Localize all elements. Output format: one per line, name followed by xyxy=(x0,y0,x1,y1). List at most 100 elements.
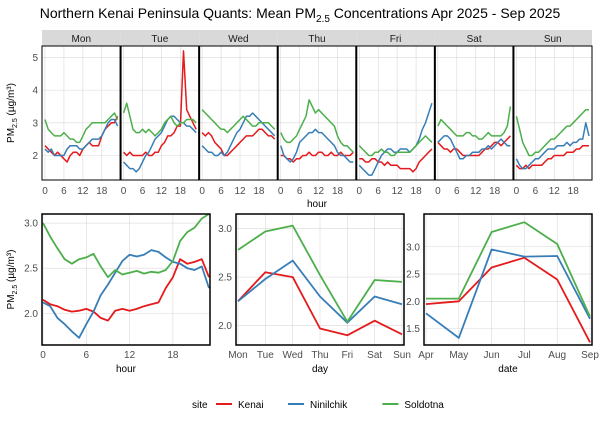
series-line-ninilchik xyxy=(44,118,119,157)
panel-border xyxy=(235,213,405,346)
y-tick-label: 4 xyxy=(32,86,38,97)
y-tick-label: 2.0 xyxy=(218,321,232,332)
series-line-soldotna xyxy=(437,106,512,140)
panel-background xyxy=(42,214,210,345)
series-line-kenai xyxy=(425,256,591,343)
series-line-soldotna xyxy=(515,108,589,157)
x-tick-label: Wed xyxy=(282,350,302,361)
x-tick-label: 18 xyxy=(167,350,179,361)
x-tick-label: 0 xyxy=(40,350,46,361)
chart-panels: Mon 0 6 12 18 Tue 0 6 12 18 Wed 0 6 12 18 Thu 0 6 12 18 Fri 0… xyxy=(6,30,599,375)
series-line-soldotna xyxy=(426,221,591,317)
x-axis-title: date xyxy=(498,364,518,375)
x-tick-label: Sat xyxy=(367,350,382,361)
x-tick-label: 6 xyxy=(140,186,146,197)
facet-label: Mon xyxy=(72,34,91,45)
series-line-soldotna xyxy=(358,135,433,157)
x-tick-label: 0 xyxy=(357,186,363,197)
panel-border xyxy=(423,213,593,346)
series-line-soldotna xyxy=(122,102,197,137)
y-tick-label: 2.0 xyxy=(406,297,420,308)
facet-strip xyxy=(356,30,435,46)
legend-label: Soldotna xyxy=(404,400,444,411)
series-line-kenai xyxy=(280,151,354,163)
y-tick-label: 1.5 xyxy=(406,324,420,335)
y-axis-title: PM2.5 (µg/m³) xyxy=(6,250,19,310)
facet-label: Sun xyxy=(544,34,562,45)
y-tick-label: 3.0 xyxy=(24,219,38,230)
y-tick-label: 5 xyxy=(32,53,38,64)
x-tick-label: 12 xyxy=(313,186,325,197)
x-tick-label: Tue xyxy=(257,350,274,361)
series-line-soldotna xyxy=(44,112,119,144)
facet-label: Fri xyxy=(390,34,402,45)
facet-strip xyxy=(120,30,200,46)
x-tick-label: 18 xyxy=(332,186,344,197)
legend: site Kenai Ninilchik Soldotna xyxy=(192,400,444,411)
x-axis-title: day xyxy=(312,364,328,375)
series-line-ninilchik xyxy=(425,248,591,339)
x-tick-label: 0 xyxy=(278,186,284,197)
facet-strip xyxy=(513,30,592,46)
series-line-soldotna xyxy=(42,213,210,279)
x-tick-label: 6 xyxy=(375,186,381,197)
y-tick-label: 2.0 xyxy=(24,309,38,320)
facet-label: Sat xyxy=(467,34,482,45)
x-tick-label: 18 xyxy=(489,186,501,197)
x-tick-label: 12 xyxy=(234,186,246,197)
y-tick-label: 2.5 xyxy=(218,273,232,284)
x-tick-label: 6 xyxy=(297,186,303,197)
x-tick-label: 6 xyxy=(454,186,460,197)
x-tick-label: 18 xyxy=(175,186,187,197)
x-tick-label: 12 xyxy=(124,350,136,361)
x-tick-label: 0 xyxy=(435,186,441,197)
x-tick-label: 0 xyxy=(121,186,127,197)
x-tick-label: Thu xyxy=(311,350,328,361)
facet-label: Thu xyxy=(308,34,325,45)
y-tick-label: 2.5 xyxy=(406,270,420,281)
facet-label: Wed xyxy=(228,34,248,45)
x-tick-label: 0 xyxy=(514,186,520,197)
x-tick-label: 12 xyxy=(77,186,89,197)
y-tick-label: 2 xyxy=(32,151,38,162)
x-tick-label: Jul xyxy=(518,350,531,361)
series-line-kenai xyxy=(123,50,197,157)
x-axis-title: hour xyxy=(307,199,328,210)
facet-border xyxy=(41,45,593,181)
x-tick-label: Mon xyxy=(228,350,247,361)
x-tick-label: 6 xyxy=(533,186,539,197)
y-tick-label: 3.0 xyxy=(406,242,420,253)
series-line-ninilchik xyxy=(123,115,197,173)
series-line-ninilchik xyxy=(515,122,590,170)
y-tick-label: 3.0 xyxy=(218,224,232,235)
x-tick-label: 18 xyxy=(96,186,108,197)
facet-background xyxy=(42,46,592,180)
series-line-soldotna xyxy=(280,99,354,153)
facet-strip xyxy=(434,30,514,46)
series-line-ninilchik xyxy=(437,135,511,160)
facet-strip xyxy=(42,30,121,46)
series-line-kenai xyxy=(237,271,403,337)
legend-label: Kenai xyxy=(238,400,264,411)
series-line-ninilchik xyxy=(237,259,403,324)
x-tick-label: 6 xyxy=(84,350,90,361)
legend-label: Ninilchik xyxy=(310,400,348,411)
y-axis-title: PM2.5 (µg/m³) xyxy=(6,83,19,143)
x-tick-label: Jun xyxy=(484,350,500,361)
series-line-soldotna xyxy=(237,224,403,323)
x-axis-title: hour xyxy=(116,364,137,375)
x-tick-label: Sun xyxy=(393,350,411,361)
x-tick-label: 12 xyxy=(156,186,168,197)
facet-strip xyxy=(199,30,278,46)
x-tick-label: Fri xyxy=(341,350,353,361)
legend-title: site xyxy=(192,400,208,411)
series-line-ninilchik xyxy=(279,128,354,163)
series-line-kenai xyxy=(42,258,210,322)
x-tick-label: 6 xyxy=(218,186,224,197)
series-line-soldotna xyxy=(201,109,276,134)
x-tick-label: Apr xyxy=(418,350,434,361)
x-tick-label: 0 xyxy=(199,186,205,197)
x-tick-label: 6 xyxy=(61,186,67,197)
facet-strip xyxy=(277,30,357,46)
